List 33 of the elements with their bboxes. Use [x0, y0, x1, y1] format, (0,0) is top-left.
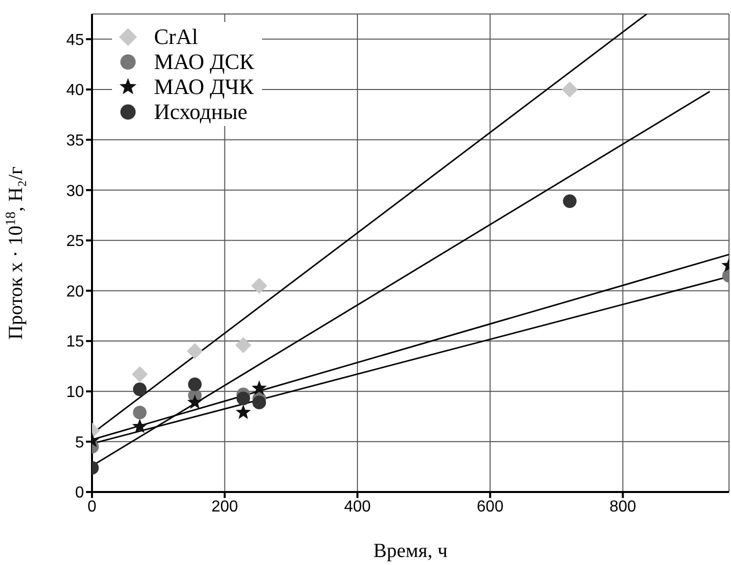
- point: [187, 394, 202, 409]
- x-tick-label: 400: [344, 498, 371, 516]
- x-tick-label: 0: [88, 498, 97, 516]
- y-tick-label: 25: [66, 233, 84, 250]
- y-tick-label: 35: [66, 132, 84, 150]
- legend-label: МАО ДЧК: [154, 74, 254, 99]
- point: [132, 382, 147, 396]
- point: [236, 392, 250, 406]
- x-axis-title: Время, ч: [373, 540, 448, 562]
- x-tick-label: 200: [211, 498, 238, 516]
- legend-label: CrAl: [154, 24, 198, 49]
- point: [252, 396, 266, 410]
- x-tick-label: 800: [609, 498, 636, 516]
- point: [252, 380, 267, 395]
- point: [236, 404, 251, 419]
- point: [251, 278, 268, 294]
- y-tick-label: 45: [66, 32, 84, 49]
- legend-label: МАО ДСК: [154, 49, 254, 74]
- y-tick-label: 20: [66, 283, 84, 300]
- y-tick-label: 10: [66, 384, 84, 402]
- point: [132, 406, 147, 420]
- point: [132, 418, 148, 434]
- legend-label: Исходные: [154, 99, 248, 124]
- point: [186, 343, 203, 360]
- y-tick-label: 0: [75, 484, 84, 502]
- point: [188, 378, 202, 392]
- y-tick-label: 40: [66, 82, 84, 100]
- x-tick-label: 600: [476, 498, 504, 516]
- y-tick-label: 5: [75, 434, 84, 452]
- point: [235, 337, 252, 354]
- point: [132, 366, 148, 382]
- y-tick-label: 30: [66, 182, 84, 200]
- y-tick-label: 15: [66, 334, 84, 351]
